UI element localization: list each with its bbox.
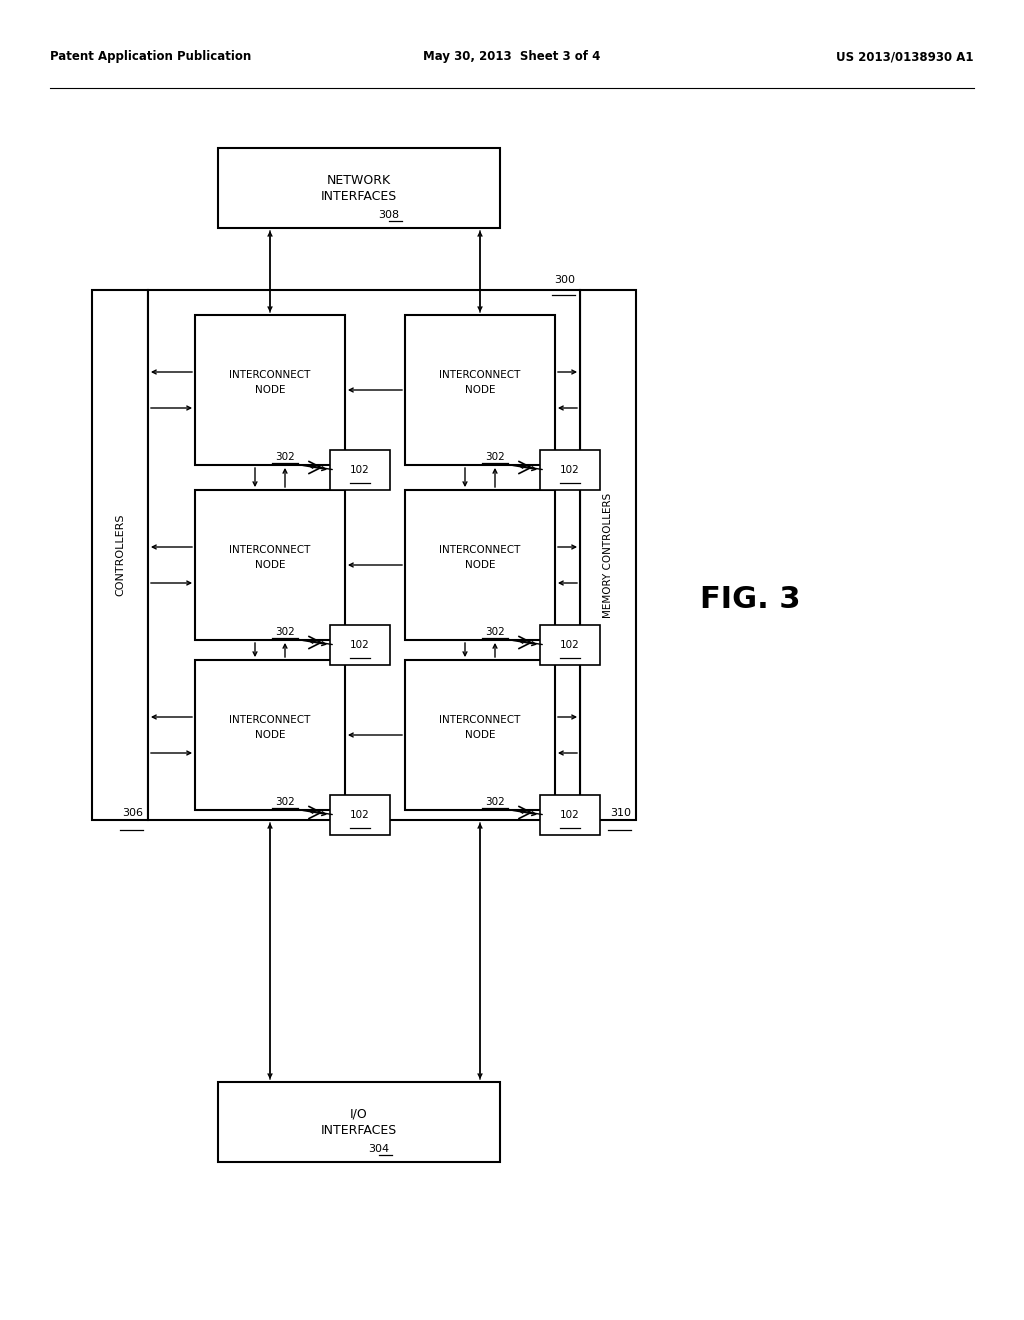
Text: 102: 102: [350, 810, 370, 820]
Bar: [92, 290, 148, 820]
Bar: [406, 660, 555, 810]
Bar: [406, 315, 555, 465]
Text: NODE: NODE: [255, 730, 286, 741]
Text: INTERFACES: INTERFACES: [321, 190, 397, 202]
Text: 302: 302: [275, 451, 295, 462]
Bar: [195, 315, 345, 465]
Text: NODE: NODE: [465, 560, 496, 570]
Text: 308: 308: [379, 210, 399, 220]
Text: INTERCONNECT: INTERCONNECT: [229, 545, 310, 554]
Bar: [218, 1082, 500, 1162]
Text: 304: 304: [369, 1144, 389, 1154]
Text: 102: 102: [560, 640, 580, 649]
Text: 302: 302: [485, 627, 505, 638]
Text: MEMORY CONTROLLERS: MEMORY CONTROLLERS: [603, 492, 613, 618]
Text: 300: 300: [554, 275, 575, 285]
Bar: [330, 624, 390, 665]
Text: INTERCONNECT: INTERCONNECT: [229, 370, 310, 380]
Text: NODE: NODE: [255, 560, 286, 570]
Text: FIG. 3: FIG. 3: [699, 586, 800, 615]
Text: NETWORK: NETWORK: [327, 173, 391, 186]
Text: INTERCONNECT: INTERCONNECT: [229, 715, 310, 725]
Bar: [540, 450, 600, 490]
Text: 306: 306: [122, 808, 143, 818]
Text: 302: 302: [485, 797, 505, 807]
Text: I/O: I/O: [350, 1107, 368, 1121]
Text: 102: 102: [350, 640, 370, 649]
Bar: [406, 490, 555, 640]
Text: May 30, 2013  Sheet 3 of 4: May 30, 2013 Sheet 3 of 4: [423, 50, 601, 63]
Text: 302: 302: [275, 797, 295, 807]
Text: INTERCONNECT: INTERCONNECT: [439, 370, 520, 380]
Text: INTERFACES: INTERFACES: [321, 1123, 397, 1137]
Text: NODE: NODE: [255, 385, 286, 395]
Text: CONTROLLERS: CONTROLLERS: [115, 513, 125, 597]
Text: NODE: NODE: [465, 730, 496, 741]
Text: INTERCONNECT: INTERCONNECT: [439, 715, 520, 725]
Bar: [148, 290, 580, 820]
Bar: [218, 148, 500, 228]
Bar: [195, 490, 345, 640]
Bar: [540, 795, 600, 836]
Bar: [330, 450, 390, 490]
Bar: [540, 624, 600, 665]
Text: 302: 302: [485, 451, 505, 462]
Bar: [330, 795, 390, 836]
Text: 102: 102: [560, 465, 580, 475]
Text: 310: 310: [610, 808, 631, 818]
Text: 102: 102: [560, 810, 580, 820]
Bar: [195, 660, 345, 810]
Bar: [580, 290, 636, 820]
Text: 302: 302: [275, 627, 295, 638]
Text: Patent Application Publication: Patent Application Publication: [50, 50, 251, 63]
Text: INTERCONNECT: INTERCONNECT: [439, 545, 520, 554]
Text: US 2013/0138930 A1: US 2013/0138930 A1: [837, 50, 974, 63]
Text: 102: 102: [350, 465, 370, 475]
Text: NODE: NODE: [465, 385, 496, 395]
